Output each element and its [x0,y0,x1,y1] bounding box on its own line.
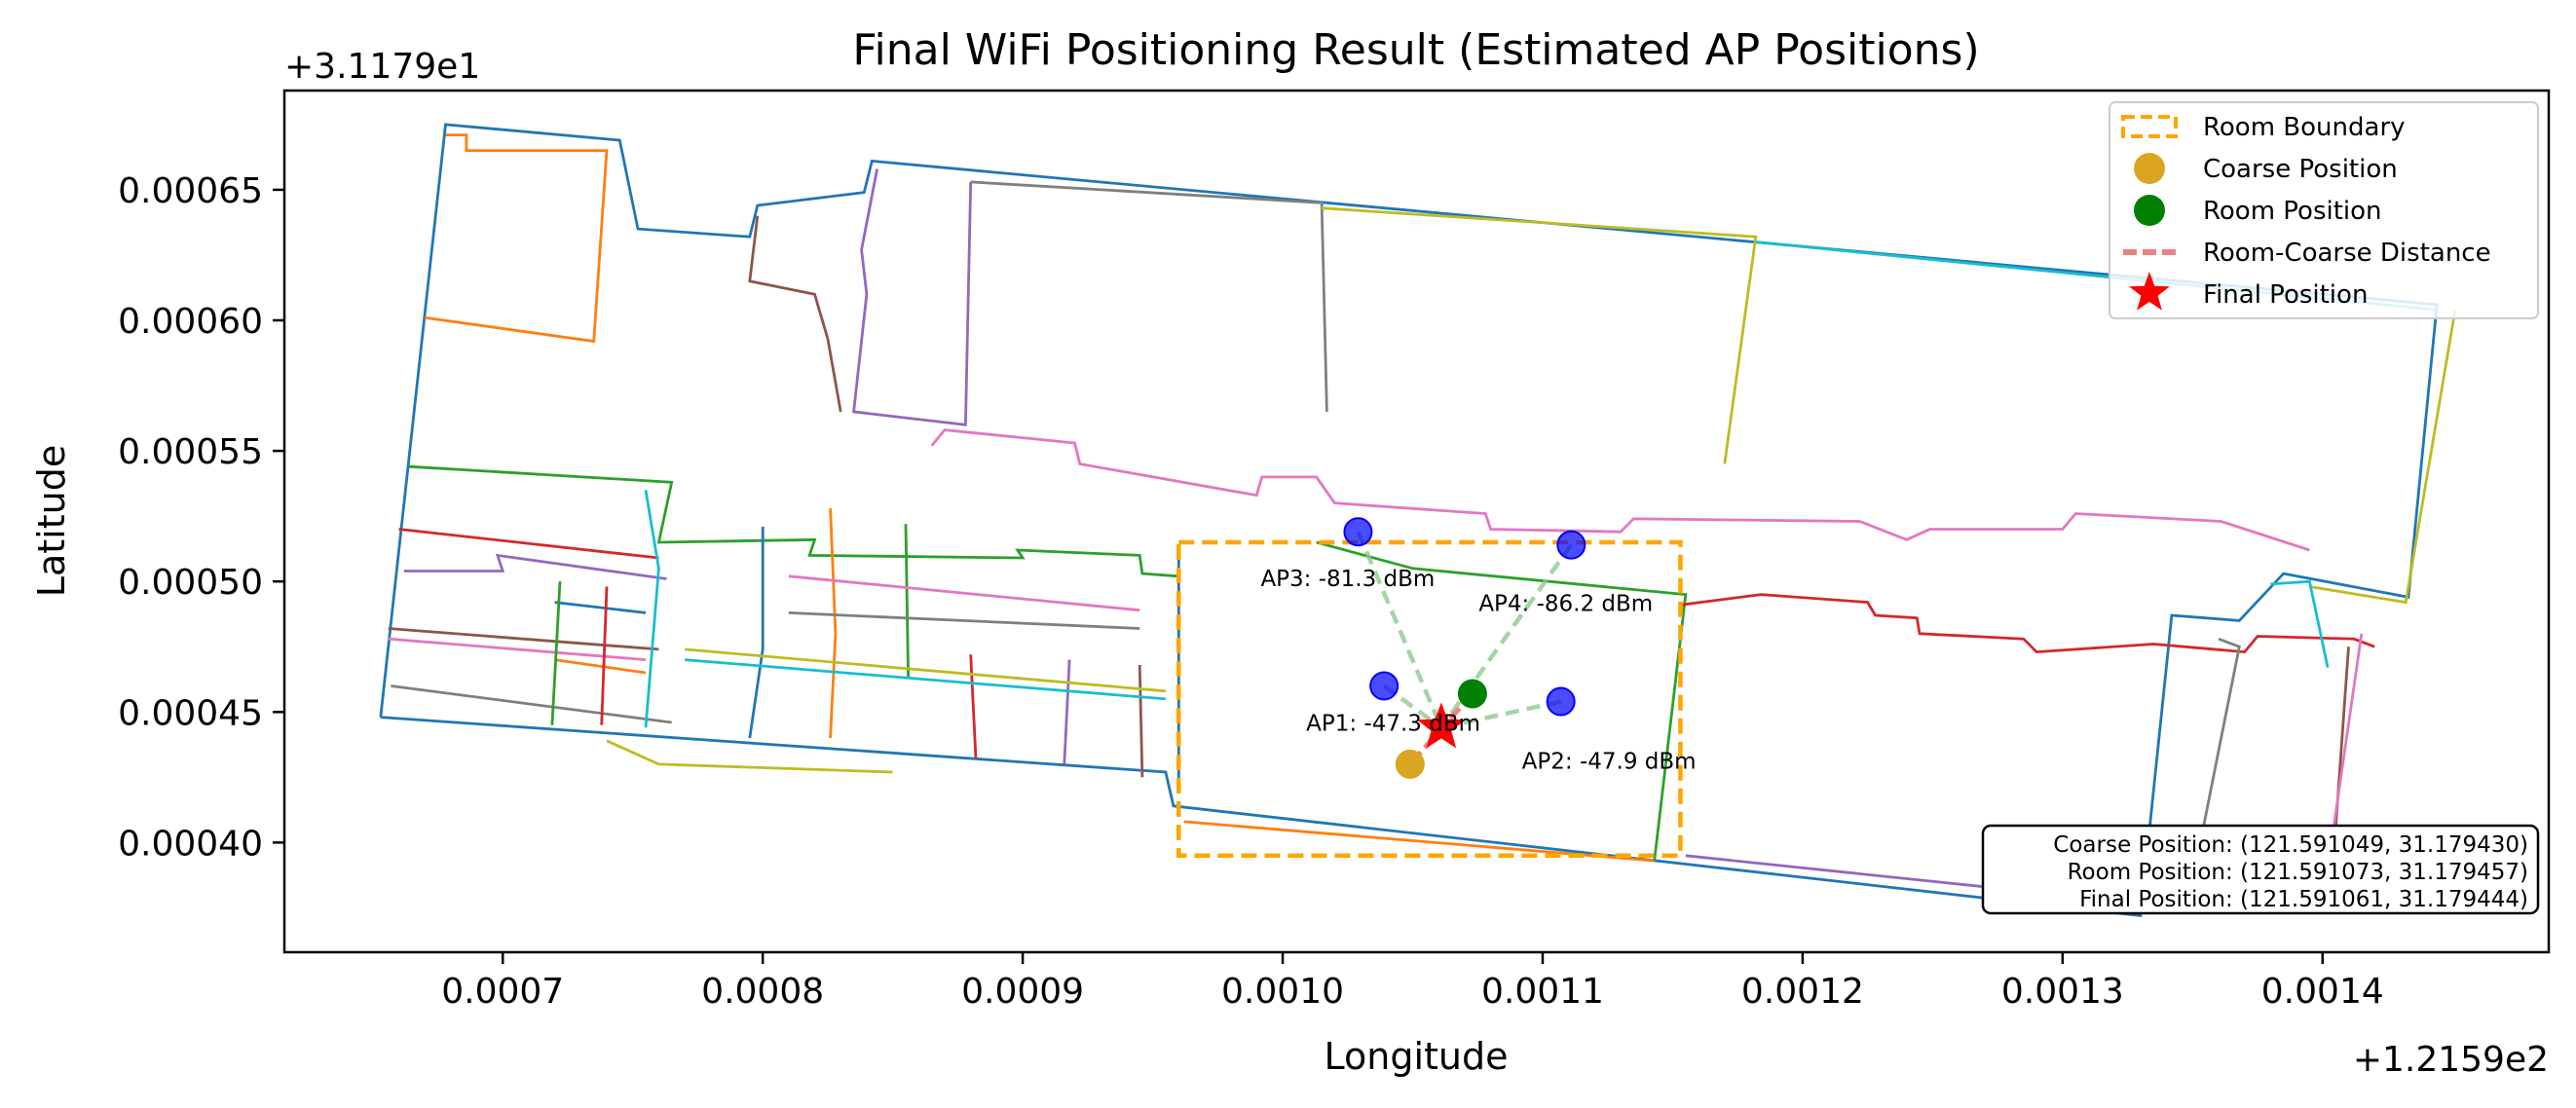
legend-swatch-coarse-position [2134,153,2165,184]
access-point-1 [1369,671,1400,701]
axis-ticks: 0.0007 0.0008 0.0009 0.0010 0.0011 0.0012 0.00… [118,171,2384,1012]
floorplan-wall-33 [1680,593,2375,654]
final-position-star [1417,702,1466,749]
positioning-marks: AP1: -47.3 dBm AP2: -47.9 dBm AP3: -81.3 d… [1176,517,1697,859]
info-box-frame [1981,824,2540,915]
floorplan-wall-37 [2190,637,2241,882]
floorplan-wall-17 [788,611,1140,630]
access-point-label-4: AP4: -86.2 dBm [1478,592,1653,617]
plot-frame [282,89,2551,954]
access-point-label-3: AP3: -81.3 dBm [1260,567,1435,592]
x-axis-label: Longitude [1325,1035,1509,1078]
info-final-position: Final Position: (121.591061, 31.179444) [2079,887,2528,912]
info-room-position: Room Position: (121.591073, 31.179457) [2068,860,2528,885]
x-tick-label-7: 0.0014 [2261,972,2384,1012]
y-tick-label-1: 0.00045 [118,693,263,733]
x-tick-label-4: 0.0011 [1481,972,1604,1012]
floorplan-wall-7 [391,684,672,724]
floorplan-wall-2 [409,464,1179,578]
x-axis-offset-label: +1.2159e2 [2353,1040,2549,1080]
floorplan-wall-24 [852,168,973,426]
y-tick-label-3: 0.00055 [118,432,263,472]
x-tick-label-3: 0.0010 [1221,972,1344,1012]
floorplan-wall-20 [554,601,647,614]
coarse-position-point [1395,749,1425,779]
legend-label-room-coarse-distance: Room-Coarse Distance [2203,239,2491,268]
access-point-label-1: AP1: -47.3 dBm [1306,711,1480,736]
y-tick-label-2: 0.00050 [118,563,263,603]
legend-label-room-boundary: Room Boundary [2203,113,2406,142]
y-axis-offset-label: +3.1179e1 [284,47,480,87]
floorplan-wall-25 [748,215,842,413]
floorplan-wall-15 [1138,664,1144,778]
floorplan-wall-11 [829,508,838,739]
floorplan-wall-5 [388,627,659,651]
access-point-2 [1546,686,1576,717]
floorplan-wall-1 [424,133,609,344]
access-point-3 [1343,517,1373,547]
legend-label-coarse-position: Coarse Position [2203,155,2398,184]
floorplan-wall-18 [684,647,1167,693]
y-tick-label-0: 0.00040 [118,824,263,864]
legend-frame [2109,101,2539,319]
x-tick-label-2: 0.0009 [961,972,1084,1012]
y-tick-label-4: 0.00060 [118,302,263,342]
legend-label-final-position: Final Position [2203,280,2368,310]
x-tick-label-0: 0.0007 [441,972,564,1012]
floorplan-wall-38 [2309,310,2457,605]
room-boundary [1176,539,1683,859]
ap-link-3 [1356,531,1443,729]
floorplan-wall-10 [748,526,765,739]
room-position-point [1457,679,1487,709]
chart-title: Final WiFi Positioning Result (Estimated… [852,25,1979,75]
floorplan-wall-32 [1316,540,1688,862]
legend-label-room-position: Room Position [2203,197,2382,226]
x-tick-label-1: 0.0008 [701,972,824,1012]
floorplan-wall-23 [600,586,609,725]
floorplan-wall-39 [2270,579,2330,668]
legend-swatch-room-boundary [2121,115,2178,138]
floorplan-wall-28 [1322,206,1758,464]
ap-link-4 [1439,543,1574,729]
floorplan-wall-12 [904,524,910,679]
floorplan-wall-8 [606,739,893,774]
floorplan-wall-21 [554,658,647,675]
floorplan-wall-6 [388,637,647,661]
y-tick-label-5: 0.00065 [118,171,263,211]
info-coarse-position: Coarse Position: (121.591049, 31.179430) [2053,832,2528,858]
y-axis-label: Latitude [30,445,73,597]
floorplan-wall-3 [398,528,659,560]
access-point-label-2: AP2: -47.9 dBm [1522,750,1697,775]
floorplan-wall-14 [1063,659,1071,764]
x-tick-label-5: 0.0012 [1741,972,1864,1012]
legend-swatch-final-position-star [2129,272,2170,311]
floorplan-wall-4 [403,553,667,580]
legend: Room Boundary Coarse Position Room Posit… [2109,101,2539,319]
legend-swatch-room-position [2134,195,2165,226]
floorplan-wall-13 [969,654,978,759]
floorplan-wall-26 [930,428,2310,552]
access-point-4 [1556,530,1587,560]
floorplan-wall-19 [684,658,1167,701]
floorplan-wall-22 [550,581,562,725]
floorplan-wall-16 [788,574,1140,612]
x-tick-label-6: 0.0013 [2001,972,2124,1012]
floorplan-wall-27 [970,180,1328,412]
floorplan-wall-9 [644,490,660,728]
position-info-box: Coarse Position: (121.591049, 31.179430)… [1981,824,2540,915]
floorplan-walls [379,123,2457,918]
